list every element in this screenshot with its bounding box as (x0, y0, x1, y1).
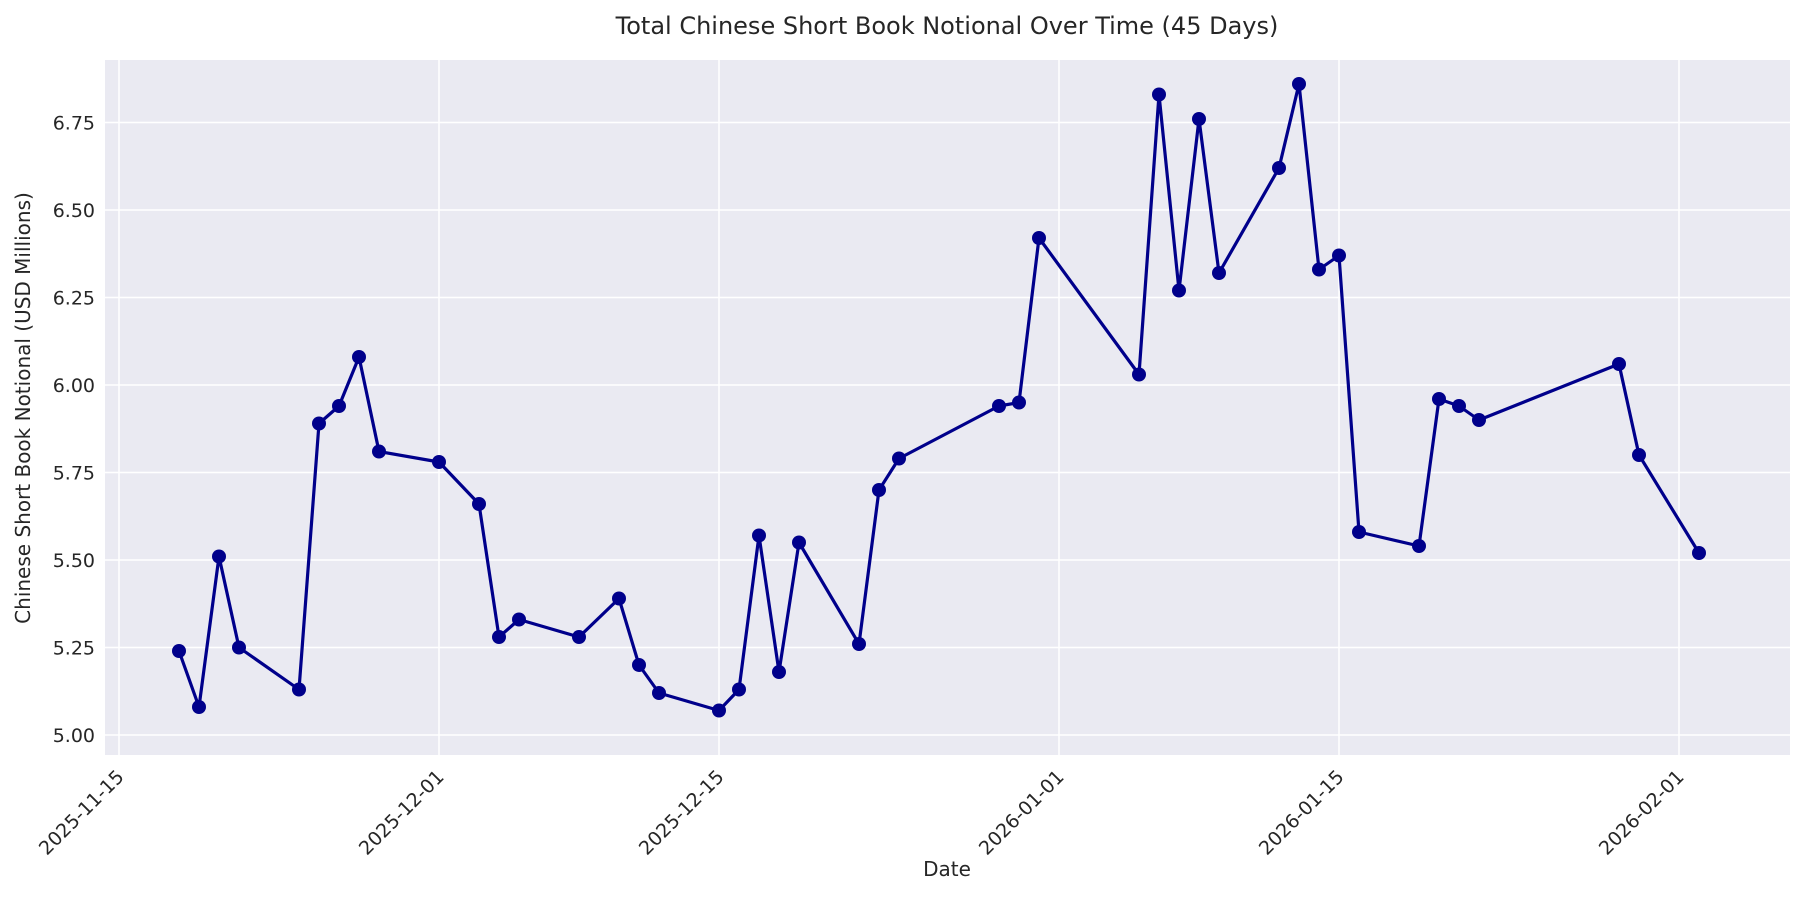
data-point-marker (852, 637, 866, 651)
data-point-marker (1412, 539, 1426, 553)
data-point-marker (1152, 87, 1166, 102)
data-point-marker (1692, 546, 1706, 560)
data-point-marker (332, 399, 346, 413)
data-point-marker (872, 483, 886, 497)
y-tick-label: 6.25 (53, 288, 95, 310)
data-point-marker (312, 416, 326, 431)
x-tick-labels: 2025-11-15 2025-12-01 2025-12-15 2026-01-01… (35, 766, 1689, 860)
data-point-marker (1172, 283, 1186, 298)
data-point-marker (232, 640, 246, 655)
y-tick-label: 6.75 (53, 113, 95, 135)
data-point-marker (572, 630, 586, 644)
data-point-marker (1432, 392, 1446, 406)
y-axis-label: Chinese Short Book Notional (USD Million… (11, 192, 35, 624)
y-tick-labels: 5.00 5.25 5.50 5.75 6.00 6.25 6.50 6.75 (53, 113, 95, 748)
data-point-marker (1612, 357, 1626, 371)
data-point-marker (172, 644, 186, 658)
y-tick-label: 5.00 (53, 725, 95, 747)
x-tick-label: 2026-02-01 (1595, 766, 1689, 860)
data-point-marker (1312, 262, 1326, 277)
y-tick-label: 6.00 (53, 375, 95, 397)
data-point-marker (292, 682, 306, 697)
data-point-marker (1012, 395, 1026, 410)
data-point-marker (372, 444, 386, 459)
data-point-marker (1272, 161, 1286, 175)
plot-area-background (105, 60, 1790, 755)
grid-lines (105, 60, 1790, 755)
data-point-marker (752, 528, 766, 543)
data-point-marker (1192, 112, 1206, 126)
y-tick-label: 5.25 (53, 638, 95, 660)
data-point-marker (612, 591, 626, 606)
data-point-marker (772, 665, 786, 679)
chart-title: Total Chinese Short Book Notional Over T… (615, 12, 1279, 40)
data-point-marker (512, 612, 526, 627)
data-series (172, 77, 1706, 718)
x-tick-label: 2025-12-01 (355, 766, 449, 860)
data-point-marker (352, 350, 366, 364)
data-point-marker (1632, 448, 1646, 462)
data-point-marker (1352, 525, 1366, 539)
data-point-marker (432, 455, 446, 469)
data-point-marker (1452, 399, 1466, 413)
data-point-marker (1212, 266, 1226, 280)
x-tick-label: 2025-11-15 (35, 766, 129, 860)
x-tick-label: 2026-01-01 (975, 766, 1069, 860)
data-point-marker (892, 451, 906, 466)
y-tick-label: 5.75 (53, 463, 95, 485)
data-point-marker (792, 535, 806, 550)
data-point-marker (492, 630, 506, 644)
y-tick-label: 6.50 (53, 200, 95, 222)
data-point-marker (1292, 77, 1306, 91)
data-point-marker (472, 497, 486, 511)
data-point-marker (632, 658, 646, 672)
data-point-marker (1032, 231, 1046, 245)
y-tick-label: 5.50 (53, 550, 95, 572)
x-tick-label: 2025-12-15 (635, 766, 729, 860)
data-point-marker (992, 399, 1006, 413)
data-point-marker (652, 686, 666, 700)
data-point-marker (1332, 248, 1346, 263)
x-tick-label: 2026-01-15 (1255, 766, 1349, 860)
data-point-marker (712, 703, 726, 718)
x-axis-label: Date (923, 857, 971, 881)
data-point-marker (1472, 413, 1486, 427)
data-point-marker (732, 682, 746, 697)
data-point-marker (1132, 367, 1146, 382)
data-point-marker (192, 700, 206, 714)
data-point-marker (212, 549, 226, 564)
